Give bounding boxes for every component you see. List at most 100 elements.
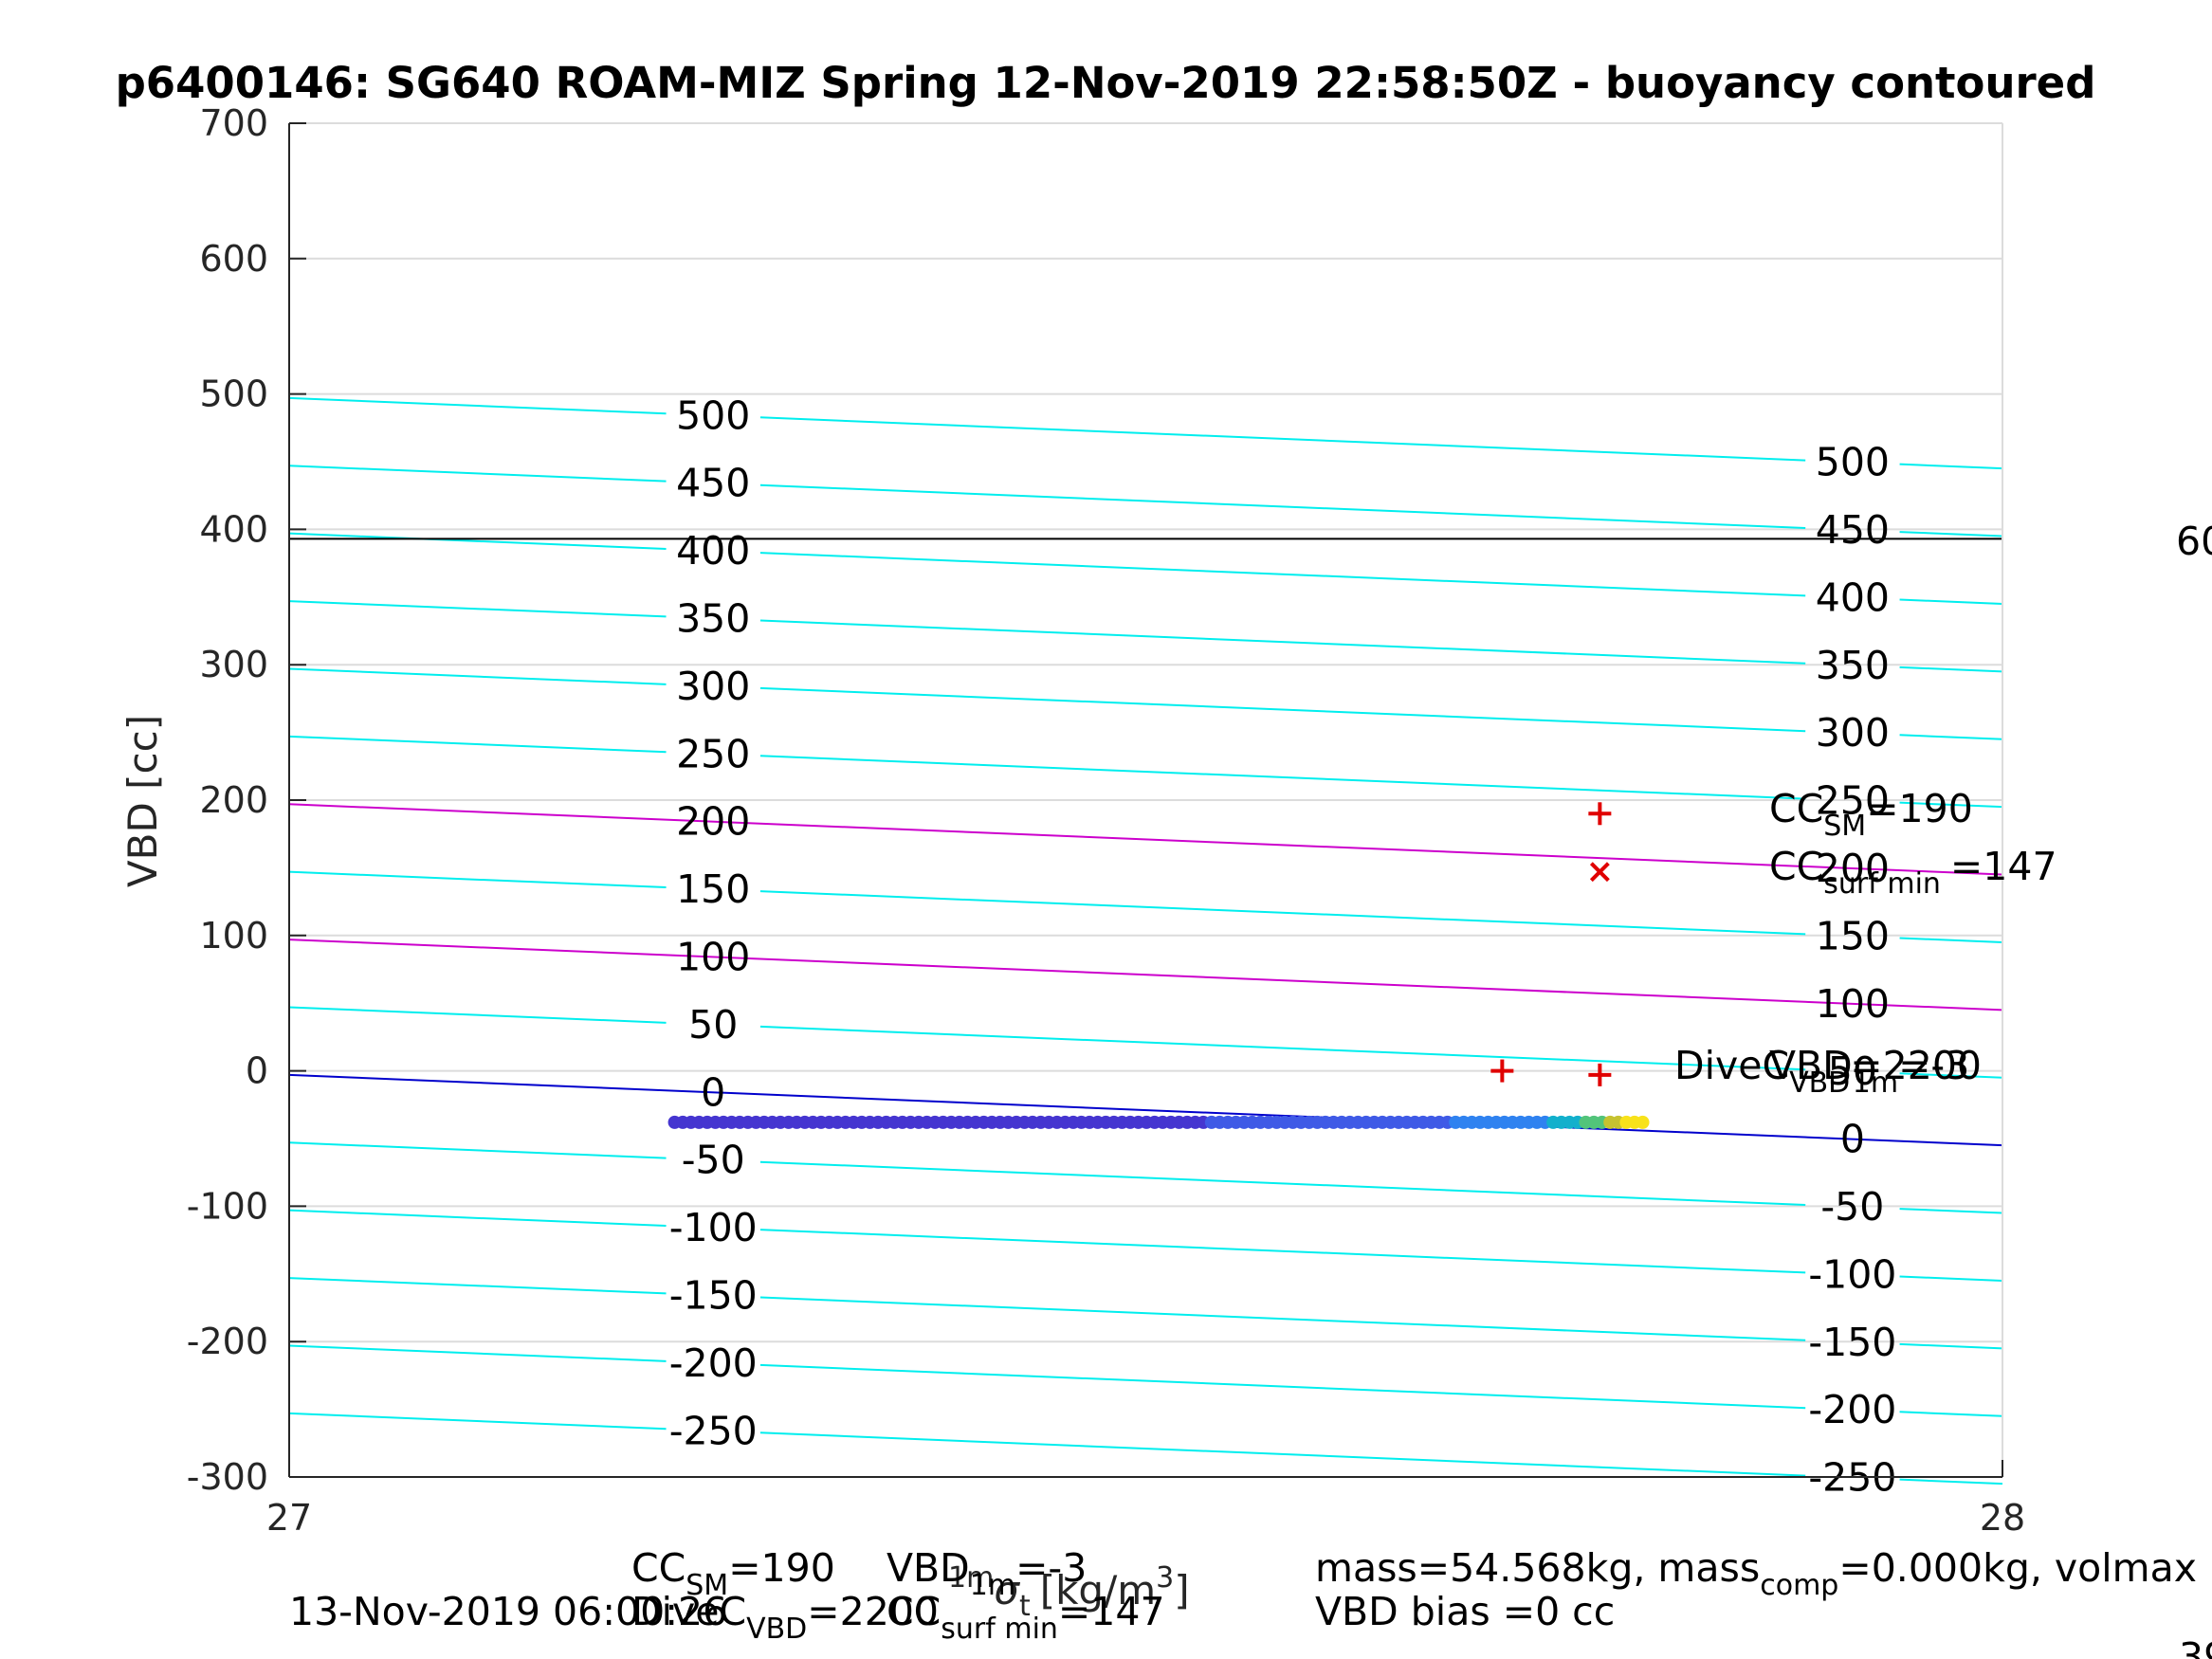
contour-line-150-seg1 [759,890,1806,936]
annotation-vbd-1m-sub: 1m [1853,1066,1898,1100]
contour-label-left-250: 250 [676,731,750,776]
contour-label-right--150: -150 [1808,1320,1896,1365]
contour-line--50-seg0 [288,1141,667,1159]
annotation-divec-vbd-base: DiveC [1674,1043,1789,1088]
x-tick-labels: 27 28 [266,1497,2025,1539]
annotation-divec-vbd-sub: VBD [1789,1066,1850,1100]
contour-line-50-seg1 [759,1025,1806,1071]
footer-cc-sm: CCSM=190 [631,1545,835,1602]
contour-line-250-seg1 [759,755,1806,800]
contour-line-50-seg2 [1899,1072,2003,1079]
footer-vbd-1m: VBD1m=-3 [887,1545,1087,1602]
marker-cc-surf-min [1589,862,1610,883]
contour-line-500-seg0 [288,396,667,415]
contour-line--250-seg1 [759,1431,1806,1477]
x-axis-label: 1mσt [kg/m3] [948,1561,1190,1623]
annotation-vbd-1m: VBD1m=-3 [1769,1043,1969,1100]
contour-label-left-0: 0 [701,1069,725,1115]
footer-vbd-1m-value: =-3 [1015,1545,1087,1591]
footer-vbd-1m-base: VBD [887,1545,970,1591]
contour-label-right-50: 50 [1828,1048,1877,1094]
annotation-cc-surf-min-sub: surf min [1823,867,1941,901]
footer-corner-label: 39 [2179,1634,2212,1659]
contour-line--200-seg0 [288,1344,667,1362]
contour-line-150-seg0 [288,870,667,889]
contour-line-200-seg0 [288,803,2003,876]
contour-line-450-seg2 [1899,531,2003,538]
contour-line-300-seg2 [1899,734,2003,740]
x-axis-label-unit-end: ] [1174,1567,1189,1613]
footer-cc-surf-min-sub: surf min [941,1613,1058,1646]
contour-label-left--100: -100 [669,1205,758,1250]
contour-line--200-seg2 [1899,1411,2003,1417]
observation-points [667,1115,1650,1129]
contour-line--250-seg2 [1899,1478,2003,1486]
contour-line--150-seg0 [288,1277,667,1295]
contour-lines [288,396,2003,1486]
y-tick-label: 100 [199,915,268,957]
contour-line--100-seg0 [288,1209,667,1228]
marker-divec-vbd [1588,1063,1612,1086]
marker-cc-sm [1588,802,1612,826]
annotation-vbd-1m-base: VBD [1769,1043,1853,1088]
contour-labels: 5005004504504004003503503003002502502002… [669,392,1897,1500]
y-tick-label: -300 [187,1456,268,1498]
marker-stroke-b [1589,862,1610,883]
annotation-cc-sm-base: CC [1769,786,1823,831]
contour-label-right-400: 400 [1816,574,1890,620]
contour-label-right-150: 150 [1816,913,1890,958]
contour-label-right-350: 350 [1816,643,1890,688]
observation-point [1636,1115,1650,1129]
chart-title: p6400146: SG640 ROAM-MIZ Spring 12-Nov-2… [116,58,2096,108]
annotation-divec-vbd-value: =2200 [1850,1043,1982,1088]
contour-line-300-seg1 [759,686,1806,733]
footer-vbd-bias: VBD bias =0 cc [1315,1589,1615,1634]
contour-line-400-seg1 [759,552,1806,597]
y-tick-label: -100 [187,1185,268,1227]
contour-line-400-seg2 [1899,598,2003,605]
footer-divec-vbd-value: =2200 [807,1589,939,1634]
contour-label-left--150: -150 [669,1272,758,1318]
marker-points [1490,802,1612,1086]
footer-cc-sm-value: =190 [728,1545,835,1591]
contour-line-250-seg2 [1899,801,2003,809]
contour-line--200-seg1 [759,1363,1806,1410]
contour-line-350-seg0 [288,600,667,618]
y-tick-label: 0 [246,1050,268,1092]
annotation-cc-sm-sub: SM [1823,810,1866,843]
marker-vbd-1m [1490,1059,1514,1083]
contour-label-right--100: -100 [1808,1251,1896,1297]
footer-vbd-1m-sub: 1m [970,1569,1015,1602]
contour-line-300-seg0 [288,667,667,685]
x-tick-label: 27 [266,1497,312,1539]
y-tick-labels: 700 600 500 400 300 200 100 0 -100 -200 -300 [187,102,268,1498]
contour-line-450-seg1 [759,483,1806,529]
x-axis-label-sigma: σ [994,1567,1020,1613]
y-axis-label: VBD [cc] [119,715,166,887]
footer-divec-vbd-sub: VBD [746,1613,807,1646]
contour-label-right-100: 100 [1816,981,1890,1027]
contour-label-right-200: 200 [1816,846,1890,891]
contour-line-100-seg0 [288,939,2003,1012]
contour-label-left-150: 150 [676,866,750,912]
annotation-cc-surf-min-value: =147 [1950,844,2057,889]
contour-label-left-50: 50 [688,1002,738,1048]
contour-line-400-seg0 [288,532,667,551]
x-axis-label-unit: [kg/m [1040,1567,1156,1613]
contour-line-350-seg2 [1899,665,2003,673]
y-tick-label: 200 [199,779,268,821]
x-axis-label-sub: t [1019,1590,1031,1623]
contour-label-right-300: 300 [1816,710,1890,756]
contour-label-left-350: 350 [676,595,750,641]
y-tick-label: 400 [199,508,268,550]
x-tick-label: 28 [1980,1497,2025,1539]
contour-label-left--250: -250 [669,1408,758,1453]
right-edge-label: 60 [2176,519,2212,564]
contour-label-right-500: 500 [1816,440,1890,485]
footer-cc-sm-sub: SM [686,1569,728,1602]
contour-label-right--200: -200 [1808,1387,1896,1432]
contour-line--100-seg1 [759,1229,1806,1274]
annotation-cc-sm: CCSM=190 [1769,786,1973,843]
